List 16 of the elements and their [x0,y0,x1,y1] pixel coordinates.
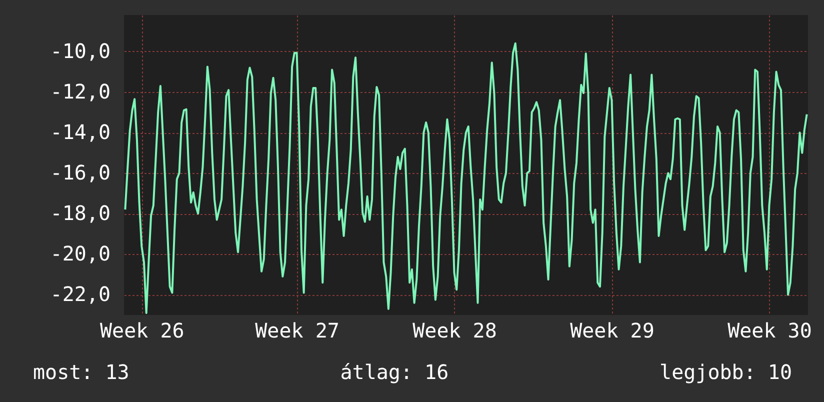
y-tick-label: -10,0 [50,38,110,63]
y-tick-label: -22,0 [50,282,110,306]
x-tick-label: Week 29 [570,318,654,342]
y-tick-label: -12,0 [50,80,110,104]
y-tick-label: -20,0 [50,242,110,266]
y-tick-label: -18,0 [50,201,110,226]
text: átlag: 16 [340,360,449,384]
text: most: 13 [33,360,130,384]
x-tick-label: Week 27 [255,318,340,342]
line-series [124,42,808,314]
text: legjobb: 10 [660,360,792,384]
x-tick-label: Week 26 [100,318,184,342]
y-tick-label: -16,0 [50,160,110,185]
x-tick-label: Week 30 [728,318,812,342]
x-tick-label: Week 28 [412,318,497,342]
y-tick-label: -14,0 [50,120,110,144]
